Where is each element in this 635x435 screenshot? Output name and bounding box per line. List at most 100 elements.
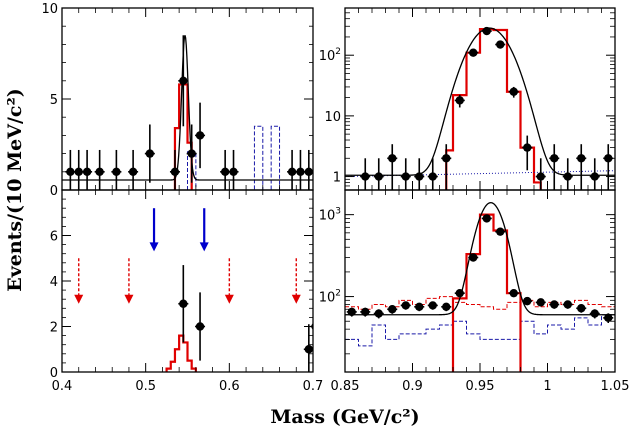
- data-point: [415, 172, 424, 181]
- data-point: [347, 307, 356, 317]
- data-point: [536, 172, 545, 181]
- data-point: [428, 172, 437, 181]
- y-tick-label: 6: [50, 230, 58, 245]
- data-point: [590, 172, 599, 181]
- y-tick-label: 103: [319, 207, 341, 224]
- arrow-head: [149, 242, 159, 252]
- arrow-head: [124, 294, 134, 304]
- data-point: [304, 167, 313, 176]
- y-axis-label: Events/(10 MeV/c²): [4, 88, 26, 292]
- data-point: [509, 288, 518, 298]
- data-point: [220, 167, 230, 176]
- data-point: [187, 149, 196, 158]
- data-point: [442, 302, 451, 312]
- data-point: [428, 301, 437, 310]
- y-tick-label: 10: [41, 2, 58, 17]
- data-point: [304, 345, 313, 354]
- panel-bottom-right: [345, 202, 615, 372]
- data-point: [128, 167, 138, 176]
- data-point: [455, 96, 464, 105]
- data-point: [455, 288, 464, 298]
- x-tick-label: 0.7: [303, 379, 324, 394]
- data-point: [604, 313, 613, 323]
- data-point: [296, 167, 305, 176]
- data-point: [577, 154, 586, 163]
- data-point: [112, 167, 121, 176]
- y-tick-label: 102: [319, 47, 341, 64]
- x-tick-label: 0.4: [52, 379, 73, 394]
- data-point: [374, 309, 383, 318]
- x-tick-label: 0.5: [135, 379, 156, 394]
- x-tick-label: 0.85: [331, 379, 360, 394]
- data-point: [179, 299, 188, 308]
- y-tick-label: 0: [50, 184, 58, 199]
- x-tick-label: 1.05: [601, 379, 630, 394]
- x-tick-label: 0.9: [402, 379, 423, 394]
- arrow-head: [224, 294, 234, 304]
- y-tick-label: 102: [319, 289, 341, 306]
- data-point: [563, 172, 572, 181]
- data-point: [82, 167, 92, 176]
- signal-mc-histogram: [165, 334, 197, 372]
- data-point: [523, 143, 532, 152]
- data-point: [523, 296, 532, 306]
- data-point: [229, 167, 238, 176]
- y-tick-label: 4: [50, 275, 58, 290]
- data-point: [469, 253, 478, 262]
- data-point: [388, 305, 397, 314]
- panel-bottom-left: [74, 208, 313, 372]
- background-histogram: [345, 296, 615, 310]
- data-point: [469, 48, 478, 57]
- data-point: [482, 26, 491, 36]
- panel-top-right: [345, 26, 615, 190]
- data-point: [388, 154, 397, 163]
- x-tick-label: 0.6: [219, 379, 240, 394]
- data-point: [563, 300, 572, 309]
- background-histogram: [345, 314, 615, 347]
- data-point: [361, 307, 370, 317]
- data-point: [195, 131, 205, 140]
- data-point: [482, 214, 491, 223]
- data-point: [374, 172, 383, 181]
- data-point: [179, 76, 188, 86]
- x-tick-label: 0.95: [466, 379, 495, 394]
- x-axis-label: Mass (GeV/c²): [270, 406, 419, 428]
- x-tick-label: 1: [543, 379, 551, 394]
- data-point: [604, 154, 613, 163]
- data-point: [401, 172, 410, 181]
- panel-top-left: [62, 35, 313, 190]
- data-point: [550, 154, 559, 163]
- y-tick-exponent: 2: [335, 289, 341, 299]
- arrow-head: [199, 242, 209, 252]
- arrow-head: [74, 294, 84, 304]
- data-point: [401, 301, 410, 310]
- data-point: [536, 298, 545, 307]
- y-tick-label: 1: [333, 171, 341, 186]
- y-tick-label: 0: [50, 366, 58, 381]
- data-point: [496, 227, 505, 236]
- data-point: [509, 87, 518, 96]
- data-point: [590, 309, 599, 318]
- data-point: [95, 167, 104, 176]
- data-point: [195, 322, 205, 331]
- data-point: [442, 154, 451, 163]
- y-tick-exponent: 2: [335, 47, 341, 57]
- fit-curve: [345, 202, 615, 316]
- y-tick-label: 10: [324, 110, 341, 125]
- data-point: [550, 300, 559, 309]
- data-point: [170, 167, 180, 176]
- fit-curve: [62, 35, 313, 181]
- arrow-head: [291, 294, 301, 304]
- y-tick-label: 5: [50, 93, 58, 108]
- data-point: [145, 149, 155, 158]
- plot-content: [62, 26, 615, 372]
- data-point: [496, 40, 505, 49]
- data-point: [415, 302, 424, 312]
- data-point: [361, 172, 370, 181]
- y-tick-exponent: 3: [335, 207, 341, 217]
- data-point: [577, 304, 586, 313]
- panel-frames: 0 5 10 0 2 4 6 0.4 0.5 0.6 0.7 1 10 102 102 103 0.85 0.9 0…: [41, 2, 629, 394]
- y-tick-label: 2: [50, 321, 58, 336]
- data-point: [287, 167, 297, 176]
